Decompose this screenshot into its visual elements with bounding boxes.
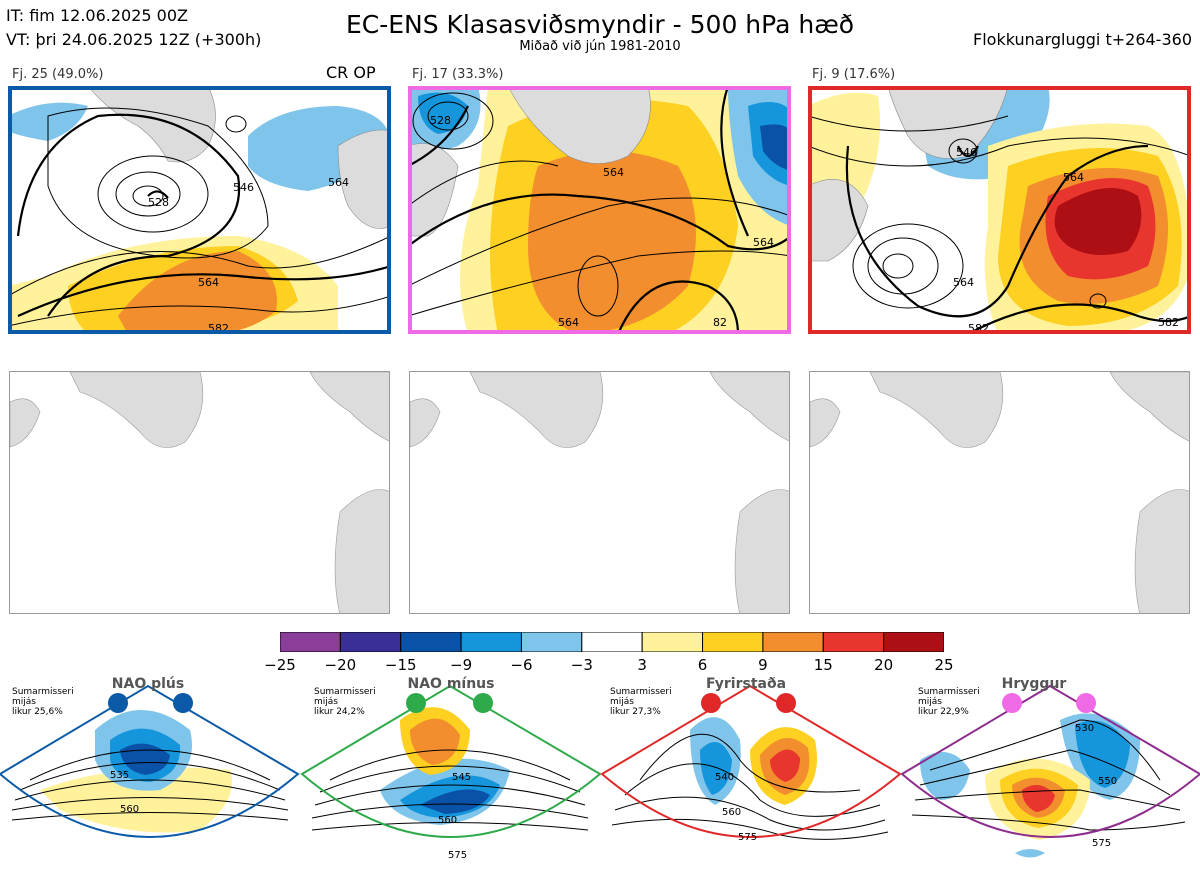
cluster-1-label: Fj. 25 (49.0%) [12,67,104,82]
regime-1-dot [173,693,193,713]
contour-label: 528 [430,114,451,127]
cluster-2-frame [408,86,791,334]
cluster-1-tag: CR OP [326,63,376,82]
init-time: IT: fim 12.06.2025 00Z [6,6,188,25]
regime-1-map: 535 560 [0,684,300,838]
regime-4-contour-label: 550 [1098,776,1117,787]
page-subtitle: Miðað við jún 1981-2010 [519,39,681,54]
colorbar-segment [460,631,522,653]
cluster-3-frame [808,86,1191,334]
colorbar-tick: −15 [384,656,417,674]
page-title: EC-ENS Klasasviðsmyndir - 500 hPa hæð [345,10,855,39]
regimes-panel: 535 560 545 560 575 [0,684,1200,861]
regime-3-dot [776,693,796,713]
contour-label: 564 [328,176,349,189]
contour-label: 82 [713,316,727,329]
contour-label: 564 [558,316,579,329]
colorbar-tick: 25 [934,656,954,674]
regime-2-dot [473,693,493,713]
regime-2-contour-label: 545 [452,772,471,783]
colorbar-tick: −3 [570,656,593,674]
colorbar-tick: 20 [874,656,894,674]
regime-1-dot [108,693,128,713]
regime-1-contour-label: 535 [110,770,129,781]
regime-1-contour-label: 560 [120,804,139,815]
regime-1-title: NAO plús [111,676,185,692]
regime-2-contour-label: 575 [448,850,467,861]
colorbar-tick: 6 [697,656,708,674]
regime-4-map: 530 550 575 [900,684,1200,858]
colorbar-segment [400,631,462,653]
colorbar-tick: 3 [637,656,647,674]
colorbar-segment [822,631,885,653]
contour-label: 564 [1063,171,1084,184]
regime-3-contour-label: 540 [715,772,734,783]
regime-4-dot [1002,693,1022,713]
regime-4-contour-label: 530 [1075,723,1094,734]
cluster-2-map[interactable]: 528 564 564 564 82 [408,86,791,334]
contour-label: 564 [753,236,774,249]
regime-4-dot [1076,693,1096,713]
regime-2-map: 545 560 575 [300,684,602,861]
regime-3-contour-label: 575 [738,832,757,843]
colorbar-segment [339,631,402,653]
colorbar-tick: −25 [264,656,296,674]
colorbar-segment [520,631,583,653]
colorbar-tick: 9 [758,656,768,674]
regime-3-contour-label: 560 [722,807,741,818]
regime-4-contour-label: 575 [1092,838,1111,849]
valid-time: VT: þri 24.06.2025 12Z (+300h) [6,30,262,49]
regime-4-note: Sumarmisseri mijás likur 22,9% [918,687,980,717]
empty-map-1 [9,371,390,614]
regime-2-note: Sumarmisseri mijás likur 24,2% [314,687,376,717]
regime-2-contour-label: 560 [438,815,457,826]
contour-label: 564 [603,166,624,179]
contour-label: 582 [1158,316,1179,329]
regime-3-dot [701,693,721,713]
regime-3-title: Fyrirstaða [705,676,787,692]
colorbar-tick: −9 [450,656,473,674]
regime-2-title: NAO mínus [407,676,495,692]
regime-3-map: 540 560 575 [600,684,902,843]
regime-1-note: Sumarmisseri mijás likur 25,6% [12,687,74,717]
colorbar-segment [641,631,704,653]
empty-map-3 [809,371,1190,614]
cluster-3-label: Fj. 9 (17.6%) [812,67,896,82]
regime-3-note: Sumarmisseri mijás likur 27,3% [610,687,672,717]
colorbar-segment [762,631,824,653]
colorbar-segment [702,631,764,653]
colorbar-segment [883,631,945,653]
colorbar-tick: −6 [510,656,533,674]
cluster-1-frame [8,86,391,334]
colorbar-segment [581,631,643,653]
cluster-2-label: Fj. 17 (33.3%) [412,67,504,82]
contour-label: 564 [953,276,974,289]
cluster-3-map[interactable]: 546 564 564 582 582 [808,86,1191,334]
colorbar-segment [279,631,341,653]
contour-label: 528 [148,196,169,209]
colorbar [279,631,945,656]
cluster-window: Flokkunargluggi t+264-360 [973,30,1192,49]
empty-map-2 [409,371,790,614]
contour-label: 564 [198,276,219,289]
contour-label: 546 [956,146,977,159]
contour-label: 546 [233,181,254,194]
regime-2-dot [406,693,426,713]
colorbar-tick: 15 [813,656,833,674]
regime-4-title: Hryggur [1001,676,1067,692]
colorbar-tick: −20 [324,656,357,674]
cluster-1-map[interactable]: 528 546 564 564 582 [8,86,391,334]
